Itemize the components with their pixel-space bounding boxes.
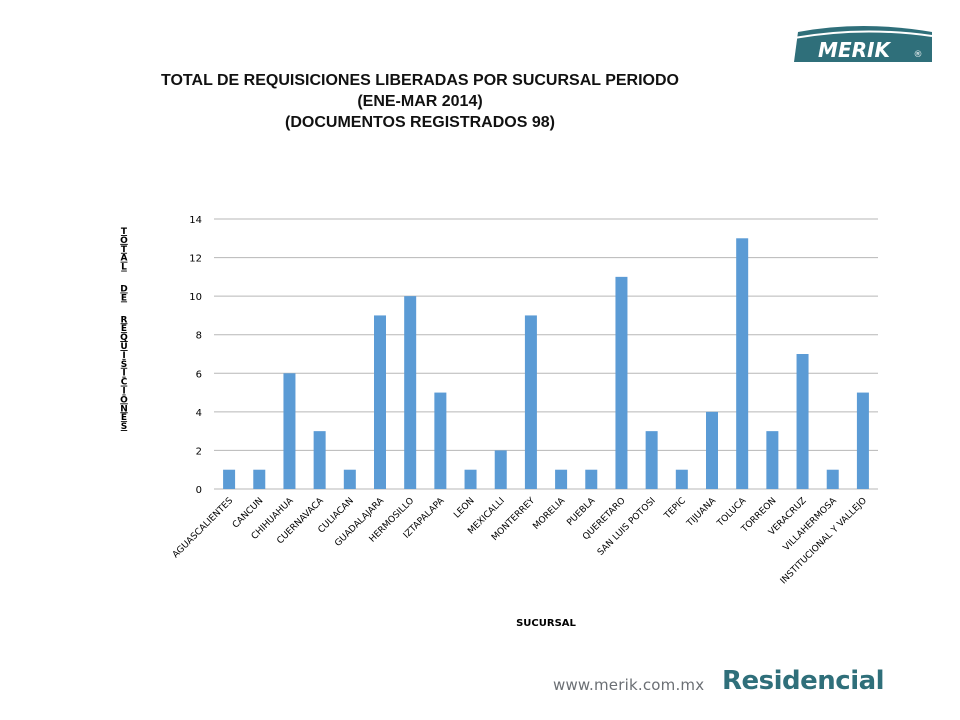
x-tick-label: TEPIC — [662, 496, 688, 522]
y-axis-label-letter: R — [121, 315, 128, 325]
y-axis-label-letter: T — [121, 227, 128, 237]
y-axis-label-letter: O — [120, 395, 128, 405]
bar-morelia — [555, 469, 568, 489]
y-axis-label-letter: I — [122, 387, 125, 397]
bar-tijuana — [706, 411, 718, 489]
y-tick-label: 10 — [189, 292, 202, 303]
y-tick-label: 8 — [196, 331, 202, 342]
bar-guadalajara — [374, 315, 386, 489]
title-line-1: TOTAL DE REQUISICIONES LIBERADAS POR SUC… — [161, 72, 679, 89]
x-axis-label: SUCURSAL — [516, 618, 576, 629]
y-axis-label-letter: S — [121, 422, 127, 432]
bar-puebla — [585, 469, 598, 489]
y-axis-label-letter: S — [121, 360, 127, 370]
y-tick-label: 4 — [196, 408, 202, 419]
x-tick-label: AGUASCALIENTES — [171, 496, 235, 560]
bar-chihuahua — [283, 373, 296, 489]
y-axis-label-letter: T — [121, 245, 128, 255]
y-axis-label-letter: I — [122, 351, 125, 361]
bar-toluca — [736, 238, 749, 489]
bar-cuernavaca — [313, 431, 326, 489]
registered-mark: ® — [914, 50, 923, 60]
x-tick-labels: AGUASCALIENTESCANCUNCHIHUAHUACUERNAVACAC… — [171, 495, 869, 586]
y-axis-label-letter: D — [120, 285, 127, 295]
y-axis-label-letter: N — [120, 404, 128, 414]
logo-badge-shape — [794, 26, 932, 62]
merik-logo-graphic: MERIK ® — [793, 26, 933, 62]
footer-url[interactable]: www.merik.com.mx — [553, 676, 705, 694]
logo-text: MERIK — [818, 38, 891, 62]
merik-logo: MERIK ® — [792, 22, 934, 64]
bar-leon — [464, 469, 477, 489]
y-axis-label-letter: I — [122, 369, 125, 379]
y-axis-label-letter: U — [120, 342, 127, 352]
y-axis-label-letter: E — [121, 293, 127, 303]
y-tick-label: 0 — [196, 485, 202, 496]
y-tick-label: 6 — [196, 369, 202, 380]
bar-monterrey — [524, 315, 537, 489]
bar-aguascalientes — [223, 469, 236, 489]
y-axis-label-letter: E — [121, 324, 127, 334]
gridlines — [214, 218, 878, 490]
y-axis-label-letter: C — [121, 378, 128, 388]
x-tick-label: TIJUANA — [685, 495, 719, 529]
chart-title: TOTAL DE REQUISICIONES LIBERADAS POR SUC… — [100, 70, 740, 133]
y-axis-label-letter: A — [121, 254, 128, 264]
bar-iztapalapa — [434, 392, 447, 489]
bar-mexicalli — [494, 450, 507, 489]
y-axis-label-letter: E — [121, 413, 127, 423]
footer-brand: Residencial — [722, 666, 885, 696]
bar-torreon — [766, 431, 779, 489]
logo-swoosh — [793, 30, 933, 39]
bar-cancun — [253, 469, 266, 489]
y-axis-label-letter: L — [121, 263, 127, 273]
x-tick-label: MORELIA — [531, 495, 567, 531]
x-tick-label: SAN LUIS POTOSI — [596, 496, 658, 558]
title-line-2: (ENE-MAR 2014) — [357, 93, 483, 110]
bar-culiacan — [343, 469, 356, 489]
bar-veracruz — [796, 354, 809, 489]
y-axis-label-letter: Q — [120, 333, 128, 343]
y-tick-labels: 0 2 4 6 8 10 12 14 — [189, 215, 202, 496]
y-axis-label-letter: O — [120, 236, 128, 246]
bar-hermosillo — [404, 296, 417, 489]
bar-tepic — [675, 469, 688, 489]
bar-villahermosa — [826, 469, 839, 489]
bar-queretaro — [615, 276, 628, 489]
y-tick-label: 2 — [196, 446, 202, 457]
bar-san-luis-potosi — [645, 431, 658, 489]
bar-institucional-y-vallejo — [856, 392, 869, 489]
y-tick-label: 14 — [189, 215, 202, 226]
bars — [223, 238, 869, 489]
title-line-3: (DOCUMENTOS REGISTRADOS 98) — [285, 114, 555, 131]
x-tick-label: LEON — [452, 496, 476, 520]
y-tick-label: 12 — [189, 254, 202, 265]
x-tick-label: VILLAHERMOSA — [782, 495, 840, 553]
